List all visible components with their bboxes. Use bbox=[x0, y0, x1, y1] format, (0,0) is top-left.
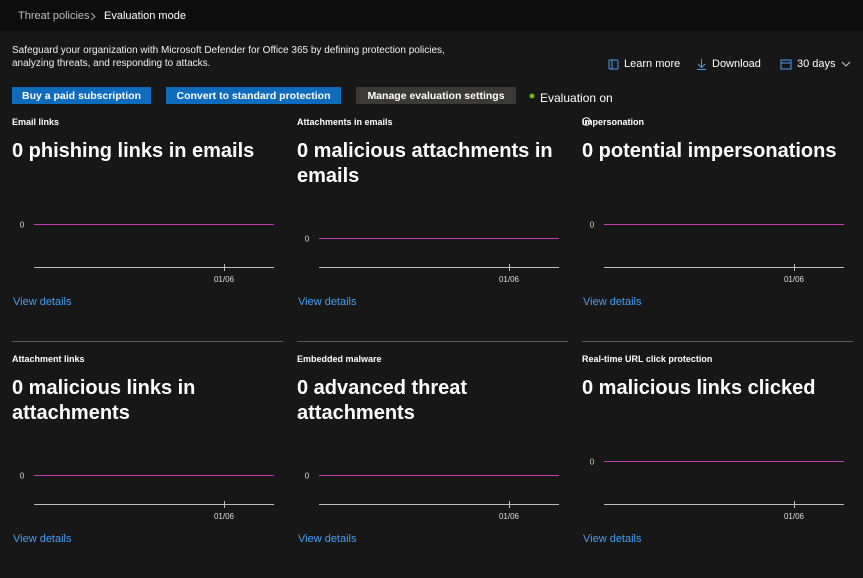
y-tick-label: 0 bbox=[305, 235, 310, 244]
card-label: Email links bbox=[12, 117, 59, 127]
x-tick-label: 01/06 bbox=[784, 275, 805, 284]
x-tick-label: 01/06 bbox=[499, 275, 520, 284]
button[interactable]: Buy a paid subscription bbox=[12, 87, 151, 104]
x-tick-label: 01/06 bbox=[214, 275, 235, 284]
card-label-text: Attachment links bbox=[12, 354, 85, 364]
breadcrumb-bar: Threat policies Evaluation mode bbox=[0, 0, 863, 31]
card-label-text: Real-time URL click protection bbox=[582, 354, 713, 364]
separator bbox=[297, 341, 568, 342]
info-icon bbox=[582, 117, 591, 126]
mini-chart: 0 01/06 bbox=[305, 472, 559, 521]
action-label: Download bbox=[712, 58, 761, 70]
info-circle bbox=[582, 117, 591, 126]
action-label: Learn more bbox=[624, 58, 681, 70]
mini-chart: 0 01/06 bbox=[20, 472, 274, 521]
y-tick-label: 0 bbox=[590, 221, 595, 230]
card-label-text: Embedded malware bbox=[297, 354, 382, 364]
card: Email links 0 phishing links in emails 0 01… bbox=[12, 115, 283, 341]
card-headline: 0 phishing links in emails bbox=[12, 140, 255, 162]
view-details-link[interactable]: View details bbox=[13, 533, 72, 545]
x-tick-label: 01/06 bbox=[784, 512, 805, 521]
chevron-icon bbox=[90, 12, 96, 21]
date-range[interactable]: 30 days bbox=[780, 58, 851, 70]
card: Attachments in emails 0 malicious attachm… bbox=[297, 115, 568, 341]
separator bbox=[12, 341, 283, 342]
status-dot bbox=[529, 93, 535, 99]
breadcrumb-link[interactable]: Threat policies bbox=[18, 10, 90, 22]
button[interactable]: Convert to standard protection bbox=[166, 87, 341, 104]
card: Embedded malware 0 advanced threat attach… bbox=[297, 352, 568, 578]
mini-chart: 0 01/06 bbox=[305, 235, 559, 284]
description: Safeguard your organization with Microso… bbox=[12, 45, 445, 69]
mini-chart: 0 01/06 bbox=[590, 221, 844, 284]
y-tick-label: 0 bbox=[305, 472, 310, 481]
breadcrumb-current: Evaluation mode bbox=[104, 10, 186, 22]
learn-more[interactable]: Learn more bbox=[608, 58, 680, 70]
download[interactable]: Download bbox=[696, 58, 761, 70]
card-headline: 0 advanced threat attachments bbox=[297, 377, 468, 424]
card-label-text: Attachments in emails bbox=[297, 117, 393, 127]
card: Attachment links 0 malicious links in att… bbox=[12, 352, 283, 578]
y-tick-label: 0 bbox=[20, 221, 25, 230]
chevron-down bbox=[841, 61, 850, 67]
action-label: 30 days bbox=[797, 58, 836, 70]
card: Real-time URL click protection 0 maliciou… bbox=[582, 352, 853, 578]
card-label: Real-time URL click protection bbox=[582, 354, 712, 364]
separator bbox=[582, 341, 853, 342]
card-headline: 0 potential impersonations bbox=[582, 140, 837, 162]
calendar-icon bbox=[780, 59, 792, 69]
book-icon bbox=[608, 59, 619, 69]
card-headline: 0 malicious links clicked bbox=[582, 377, 816, 399]
view-details-link[interactable]: View details bbox=[583, 296, 642, 308]
card-label: Attachment links bbox=[12, 354, 85, 364]
view-details-link[interactable]: View details bbox=[298, 533, 357, 545]
status-text: Evaluation on bbox=[540, 91, 613, 105]
card-label: Attachments in emails bbox=[297, 117, 393, 127]
button[interactable]: Manage evaluation settings bbox=[356, 87, 516, 104]
card: Impersonation 0 potential impersonations 0… bbox=[582, 115, 853, 341]
download-icon bbox=[697, 58, 706, 70]
view-details-link[interactable]: View details bbox=[298, 296, 357, 308]
card-label: Impersonation bbox=[582, 117, 644, 127]
card-label-text: Email links bbox=[12, 117, 60, 127]
mini-chart: 0 01/06 bbox=[590, 458, 844, 521]
y-tick-label: 0 bbox=[20, 472, 25, 481]
x-tick-label: 01/06 bbox=[214, 512, 235, 521]
card-label: Embedded malware bbox=[297, 354, 382, 364]
card-headline: 0 malicious links in attachments bbox=[12, 377, 196, 424]
card-headline: 0 malicious attachments in emails bbox=[297, 140, 553, 187]
mini-chart: 0 01/06 bbox=[20, 221, 274, 284]
view-details-link[interactable]: View details bbox=[13, 296, 72, 308]
view-details-link[interactable]: View details bbox=[583, 533, 642, 545]
card-label-text: Impersonation bbox=[582, 117, 645, 127]
x-tick-label: 01/06 bbox=[499, 512, 520, 521]
y-tick-label: 0 bbox=[590, 458, 595, 467]
